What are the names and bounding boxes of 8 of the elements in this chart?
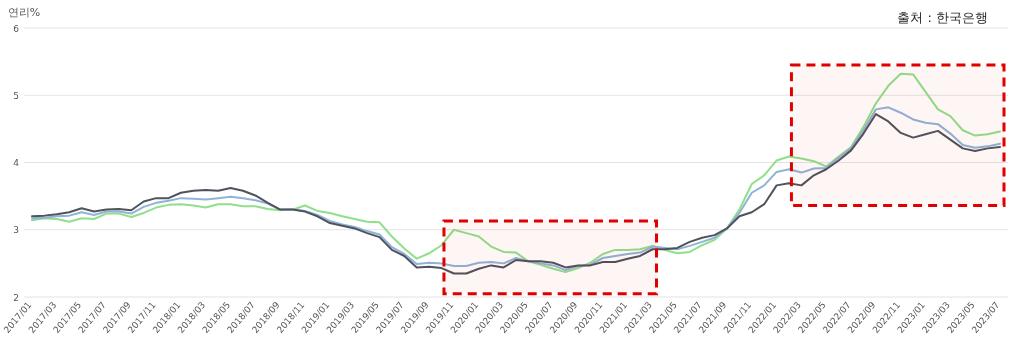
y-tick-label: 5: [13, 90, 19, 101]
y-tick-label: 3: [13, 225, 19, 236]
y-tick-label: 6: [13, 23, 20, 34]
line-series: [31, 72, 1001, 274]
y-axis-title: 연리%: [7, 6, 41, 19]
y-tick-label: 4: [13, 158, 20, 168]
y-tick-label: 2: [13, 292, 19, 303]
source-note: 출처 : 한국은행: [897, 10, 988, 25]
